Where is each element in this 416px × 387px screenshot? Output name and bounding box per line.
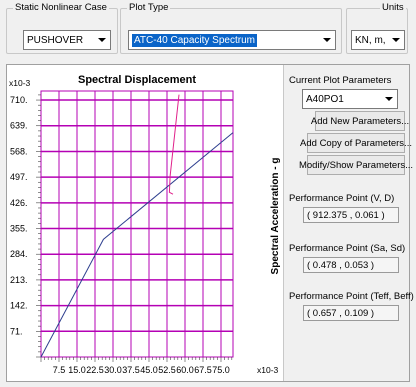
add-new-parameters-button[interactable]: Add New Parameters...	[311, 111, 409, 131]
chevron-down-icon	[392, 38, 400, 42]
x-tick-label: 67.5	[194, 365, 212, 375]
demand-curve	[168, 94, 180, 195]
plot-type-dropdown-button[interactable]	[319, 31, 335, 49]
x-tick-label: 45.0	[140, 365, 158, 375]
plot-frame	[40, 90, 234, 358]
y-tick-label: 142.	[10, 301, 28, 311]
params-dropdown-button[interactable]	[381, 90, 397, 108]
case-select[interactable]: PUSHOVER	[23, 30, 111, 50]
y-tick-label: 497.	[10, 172, 28, 182]
pp-teff-label: Performance Point (Teff, Beff)	[289, 291, 414, 302]
capacity-spectrum-chart[interactable]: 71. 142. 213. 284. 355. 426. 497. 568. 639. 710. 7…	[7, 65, 284, 381]
x-tick-label: 7.5	[53, 365, 66, 375]
x-tick-label: 60.0	[176, 365, 194, 375]
current-params-label: Current Plot Parameters	[289, 75, 392, 86]
x-tick-label: 52.5	[158, 365, 176, 375]
y-multiplier-label: x10-3	[9, 78, 31, 88]
case-label: Static Nonlinear Case	[13, 2, 109, 13]
units-dropdown-button[interactable]	[388, 31, 404, 49]
chevron-down-icon	[98, 38, 106, 42]
units-select[interactable]: KN, m, C	[351, 30, 405, 50]
y-tick-label: 71.	[10, 326, 23, 336]
x-tick-label: 22.5	[86, 365, 104, 375]
pp-vd-value: ( 912.375 , 0.061 )	[303, 207, 399, 223]
x-tick-label: 30.0	[104, 365, 122, 375]
case-dropdown-button[interactable]	[94, 31, 110, 49]
add-copy-parameters-button[interactable]: Add Copy of Parameters...	[300, 133, 412, 153]
main-panel: 71. 142. 213. 284. 355. 426. 497. 568. 639. 710. 7…	[6, 64, 414, 382]
y-tick-label: 639.	[10, 121, 28, 131]
units-value: KN, m, C	[355, 34, 388, 46]
case-value: PUSHOVER	[27, 34, 84, 46]
pp-teff-value: ( 0.657 , 0.109 )	[303, 305, 399, 321]
y-tick-label: 710.	[10, 95, 28, 105]
plot-area[interactable]: 71. 142. 213. 284. 355. 426. 497. 568. 639. 710. 7…	[7, 65, 284, 381]
y-tick-label: 213.	[10, 275, 28, 285]
plot-type-label: Plot Type	[127, 2, 171, 13]
modify-show-parameters-button[interactable]: Modify/Show Parameters...	[299, 155, 413, 175]
y-tick-label: 426.	[10, 198, 28, 208]
units-label: Units	[380, 2, 406, 13]
pp-vd-label: Performance Point (V, D)	[289, 193, 395, 204]
y-tick-label: 355.	[10, 224, 28, 234]
units-groupbox: Units	[346, 2, 408, 54]
params-value: A40PO1	[306, 93, 344, 105]
x-tick-label: 37.5	[122, 365, 140, 375]
pp-sasd-label: Performance Point (Sa, Sd)	[289, 243, 406, 254]
y-axis-label: Spectral Acceleration - g	[270, 158, 281, 275]
plot-type-select[interactable]: ATC-40 Capacity Spectrum	[128, 30, 336, 50]
x-tick-label: 75.0	[212, 365, 230, 375]
case-groupbox: Static Nonlinear Case	[6, 2, 118, 54]
chart-title: Spectral Displacement	[78, 74, 196, 86]
plot-type-groupbox: Plot Type	[120, 2, 342, 54]
capacity-curve	[40, 132, 234, 358]
x-multiplier-label: x10-3	[257, 365, 279, 375]
chevron-down-icon	[385, 97, 393, 101]
x-tick-label: 15.0	[68, 365, 86, 375]
chevron-down-icon	[323, 38, 331, 42]
pp-sasd-value: ( 0.478 , 0.053 )	[303, 257, 399, 273]
y-tick-label: 568.	[10, 146, 28, 156]
plot-type-value: ATC-40 Capacity Spectrum	[132, 33, 257, 47]
params-select[interactable]: A40PO1	[302, 89, 398, 109]
y-tick-label: 284.	[10, 249, 28, 259]
